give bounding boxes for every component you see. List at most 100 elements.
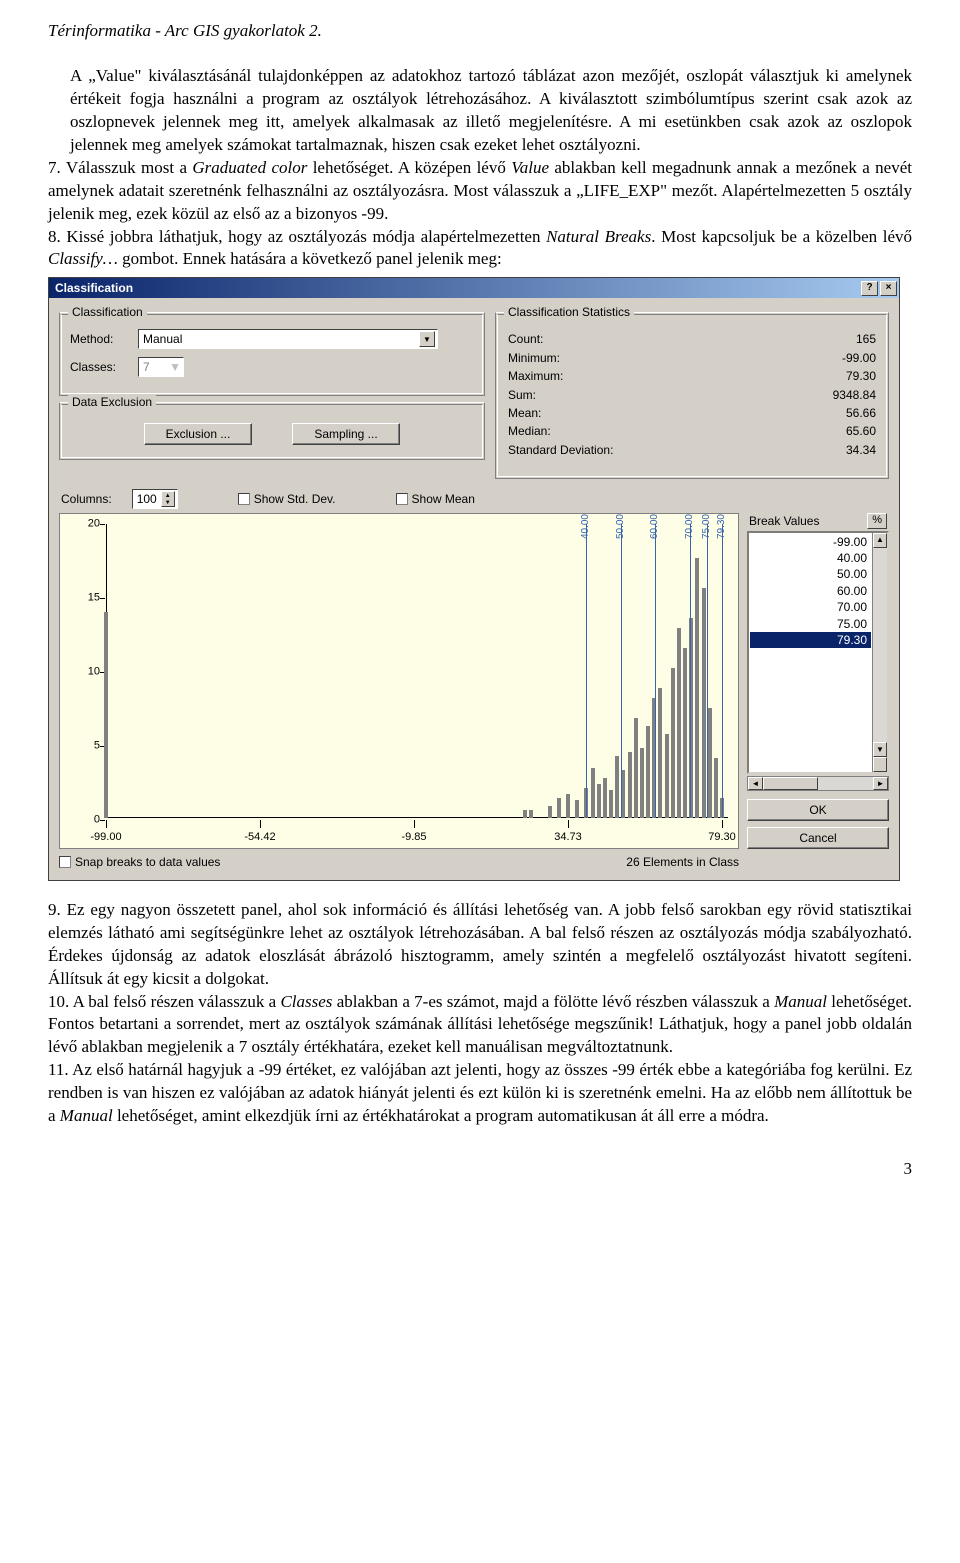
min-label: Minimum: (508, 350, 767, 366)
max-label: Maximum: (508, 368, 767, 384)
break-line[interactable] (722, 524, 723, 818)
stats-legend: Classification Statistics (504, 305, 634, 319)
page-header: Térinformatika - Arc GIS gyakorlatok 2. (48, 20, 912, 43)
method-combo[interactable]: Manual ▼ (138, 329, 438, 349)
li10-b: ablakban a 7-es számot, majd a fölötte l… (332, 992, 774, 1011)
histogram-bar (566, 794, 570, 818)
break-line-label: 75.00 (701, 514, 713, 539)
classes-combo[interactable]: 7 ▼ (138, 357, 184, 377)
sum-value: 9348.84 (769, 387, 876, 403)
chevron-down-icon[interactable]: ▼ (419, 331, 435, 347)
histogram-bar (634, 718, 638, 818)
body-text-top: A „Value" kiválasztásánál tulajdonképpen… (48, 65, 912, 271)
li8-a: 8. Kissé jobbra láthatjuk, hogy az osztá… (48, 227, 546, 246)
break-value-item[interactable]: 79.30 (750, 632, 871, 648)
histogram-bar (628, 752, 632, 818)
scrollbar-vertical[interactable]: ▲ ▼ (872, 533, 887, 773)
cancel-button[interactable]: Cancel (747, 827, 889, 849)
y-tick-label: 0 (64, 814, 100, 827)
exclusion-button[interactable]: Exclusion ... (144, 423, 252, 445)
y-tick-label: 5 (64, 740, 100, 753)
x-tick-label: 79.30 (708, 831, 736, 844)
break-value-item[interactable]: 40.00 (750, 550, 871, 566)
scroll-corner (873, 757, 887, 772)
histogram-bar (575, 800, 579, 818)
histogram-bar (557, 798, 561, 818)
li10-a: 10. A bal felső részen válasszuk a (48, 992, 280, 1011)
histogram-bar (597, 784, 601, 818)
show-mean-check[interactable]: Show Mean (396, 492, 475, 506)
scroll-right-icon[interactable]: ► (873, 777, 888, 790)
break-line-label: 60.00 (649, 514, 661, 539)
break-line-label: 70.00 (684, 514, 696, 539)
stats-group: Classification Statistics Count:165 Mini… (495, 312, 889, 479)
break-value-item[interactable]: -99.00 (750, 534, 871, 550)
page-number: 3 (48, 1158, 912, 1181)
break-values-list[interactable]: -99.0040.0050.0060.0070.0075.0079.30 ▲ ▼ (747, 531, 889, 775)
break-line[interactable] (586, 524, 587, 818)
break-line-label: 79.30 (716, 514, 728, 539)
scroll-down-icon[interactable]: ▼ (873, 742, 887, 757)
close-icon[interactable]: × (880, 281, 897, 296)
chevron-down-icon: ▼ (169, 360, 181, 374)
spinner-icon[interactable]: ▲▼ (161, 491, 175, 507)
manual-term-2: Manual (60, 1106, 113, 1125)
break-values-panel: Break Values % -99.0040.0050.0060.0070.0… (747, 513, 889, 849)
li9: 9. Ez egy nagyon összetett panel, ahol s… (48, 899, 912, 991)
snap-breaks-check[interactable]: Snap breaks to data values (59, 855, 220, 869)
median-value: 65.60 (769, 423, 876, 439)
classification-group: Classification Method: Manual ▼ Classes:… (59, 312, 485, 396)
break-values-label: Break Values (749, 514, 819, 528)
break-line[interactable] (690, 524, 691, 818)
columns-row: Columns: 100 ▲▼ Show Std. Dev. Show Mean (61, 489, 887, 509)
break-value-item[interactable]: 60.00 (750, 583, 871, 599)
break-value-item[interactable]: 75.00 (750, 616, 871, 632)
scrollbar-horizontal[interactable]: ◄ ► (747, 776, 889, 791)
data-exclusion-group: Data Exclusion Exclusion ... Sampling ..… (59, 402, 485, 460)
body-text-bottom: 9. Ez egy nagyon összetett panel, ahol s… (48, 899, 912, 1128)
columns-value: 100 (137, 492, 157, 506)
histogram-bar (640, 748, 644, 818)
columns-input[interactable]: 100 ▲▼ (132, 489, 178, 509)
histogram-bar (591, 768, 595, 818)
histogram-bar (603, 778, 607, 818)
graduated-color-term: Graduated color (192, 158, 307, 177)
break-line-label: 40.00 (580, 514, 592, 539)
stddev-value: 34.34 (769, 442, 876, 458)
show-stddev-label: Show Std. Dev. (254, 492, 336, 506)
scroll-left-icon[interactable]: ◄ (748, 777, 763, 790)
y-tick-label: 20 (64, 518, 100, 531)
show-mean-label: Show Mean (412, 492, 475, 506)
help-icon[interactable]: ? (861, 281, 878, 296)
method-value: Manual (143, 332, 182, 346)
elements-in-class-label: 26 Elements in Class (626, 855, 739, 869)
break-value-item[interactable]: 70.00 (750, 599, 871, 615)
value-term: Value (511, 158, 549, 177)
mean-value: 56.66 (769, 405, 876, 421)
dialog-titlebar[interactable]: Classification ? × (49, 278, 899, 298)
break-line[interactable] (707, 524, 708, 818)
li8-b: . Most kapcsoljuk be a közelben lévő (651, 227, 912, 246)
show-stddev-check[interactable]: Show Std. Dev. (238, 492, 336, 506)
percent-button[interactable]: % (867, 513, 887, 528)
sampling-button[interactable]: Sampling ... (292, 423, 400, 445)
stats-table: Count:165 Minimum:-99.00 Maximum:79.30 S… (506, 329, 878, 460)
manual-term: Manual (774, 992, 827, 1011)
data-exclusion-legend: Data Exclusion (68, 395, 156, 409)
scroll-up-icon[interactable]: ▲ (873, 533, 887, 548)
classify-term: Classify… (48, 249, 118, 268)
histogram-bar (621, 770, 625, 818)
stddev-label: Standard Deviation: (508, 442, 767, 458)
ok-button[interactable]: OK (747, 799, 889, 821)
classes-term: Classes (280, 992, 332, 1011)
para-a: A „Value" kiválasztásánál tulajdonképpen… (70, 66, 912, 154)
break-line[interactable] (655, 524, 656, 818)
columns-label: Columns: (61, 492, 112, 506)
histogram-canvas[interactable]: 20151050-99.00-54.42-9.8534.7379.3040.00… (59, 513, 739, 849)
histogram-bar (702, 588, 706, 818)
histogram-bar (665, 734, 669, 818)
x-tick-label: -54.42 (244, 831, 275, 844)
histogram-bar (548, 806, 552, 818)
break-line[interactable] (621, 524, 622, 818)
break-value-item[interactable]: 50.00 (750, 566, 871, 582)
